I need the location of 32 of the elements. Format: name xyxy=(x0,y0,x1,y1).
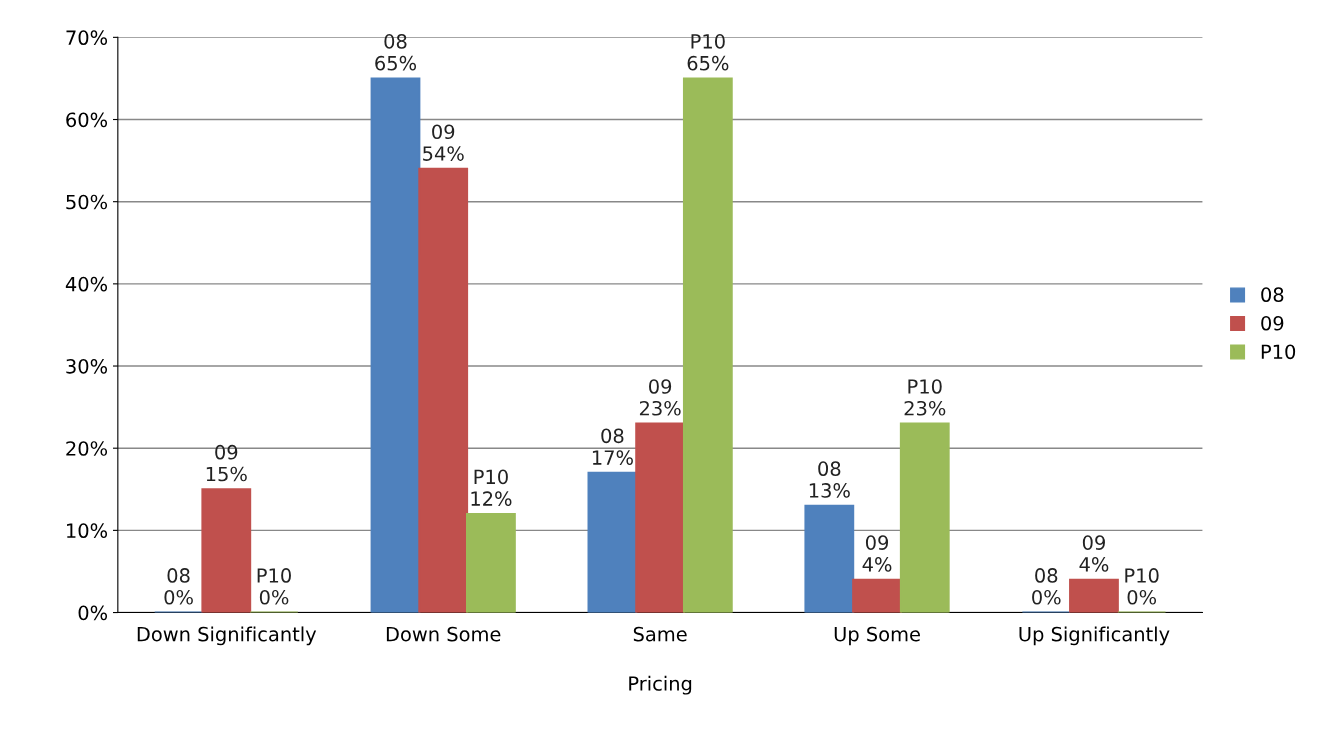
data-label: 08 13% xyxy=(809,461,850,498)
y-tick-label: 40% xyxy=(65,276,108,292)
data-label: P10 65% xyxy=(687,34,729,71)
legend-label: P10 xyxy=(1261,344,1296,360)
data-label: 08 65% xyxy=(375,34,417,71)
data-label: 08 17% xyxy=(592,428,633,465)
y-tick-label: 30% xyxy=(66,358,108,374)
x-tick-label: Down Significantly xyxy=(137,626,317,646)
y-tick-label: 50% xyxy=(66,194,108,210)
legend-label: 09 xyxy=(1261,315,1284,331)
data-label: 09 15% xyxy=(206,444,247,482)
x-tick-label: Same xyxy=(633,626,687,642)
x-tick-label: Down Some xyxy=(386,626,501,642)
x-tick-label: Up Some xyxy=(834,626,920,646)
x-tick-label: Up Significantly xyxy=(1019,626,1170,646)
data-label: P10 0% xyxy=(1125,568,1159,605)
legend-label: 08 xyxy=(1261,287,1284,303)
data-label: P10 23% xyxy=(904,379,946,416)
y-tick-label: 60% xyxy=(66,112,108,128)
data-label: 09 4% xyxy=(862,535,892,572)
data-label: 09 23% xyxy=(639,379,681,416)
data-label: 08 0% xyxy=(1032,568,1061,605)
data-label: 09 54% xyxy=(423,124,464,161)
x-axis-title: Pricing xyxy=(629,675,692,695)
y-tick-label: 0% xyxy=(78,605,108,621)
y-tick-label: 10% xyxy=(67,523,108,539)
data-label: P10 0% xyxy=(257,568,291,605)
data-label: 09 4% xyxy=(1079,535,1109,572)
y-tick-label: 70% xyxy=(66,30,108,46)
data-label: 08 0% xyxy=(164,568,193,605)
data-label: P10 12% xyxy=(471,469,512,506)
y-tick-label: 20% xyxy=(66,441,108,456)
